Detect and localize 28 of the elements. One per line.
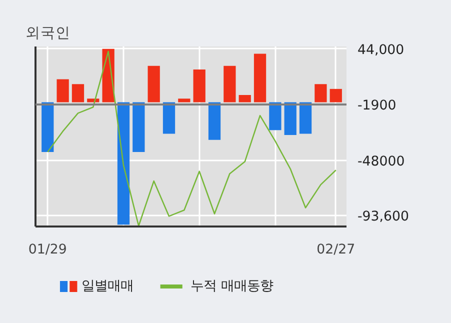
bar [148,66,160,102]
bar [224,66,236,102]
bar [72,84,84,102]
bar [193,70,206,102]
bar [269,102,282,130]
bar [56,79,69,102]
chart-title: 외국인 [26,24,70,42]
bar [42,102,54,152]
bar [178,98,190,102]
x-tick-label: 01/29 [28,242,67,258]
legend-label: 일별매매 [82,279,134,294]
bar [117,102,130,225]
legend-label: 누적 매매동향 [190,279,273,294]
y-tick-label: -1900 [358,98,396,114]
y-tick-label: -48000 [358,154,405,170]
x-tick-label: 02/27 [316,242,356,258]
bar [284,102,296,135]
bar [208,102,221,140]
bar [162,102,176,134]
y-tick-label: -93,600 [358,210,409,225]
bar [330,88,342,102]
bar [238,94,251,102]
bar [299,102,312,134]
bar [254,54,266,102]
bar [132,102,145,152]
bar [314,84,327,102]
line-series [46,50,337,226]
y-tick-label: 44,000 [358,42,404,58]
